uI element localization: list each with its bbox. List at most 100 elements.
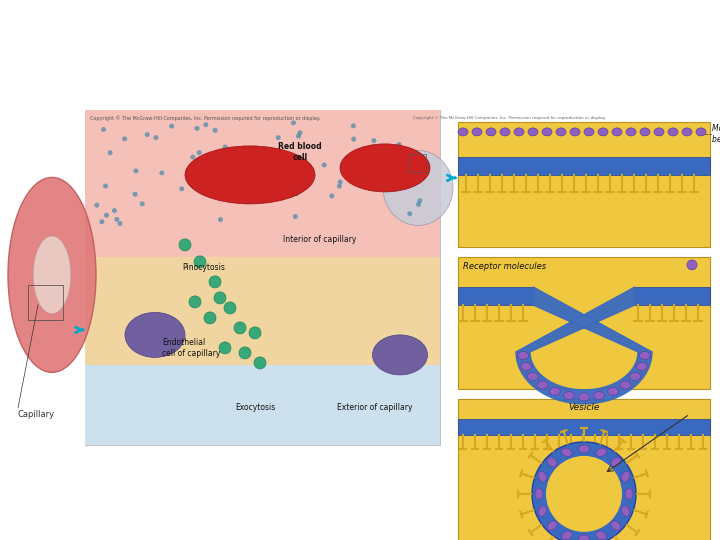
Text: Receptor-Mediated Endocytosis: Receptor-Mediated Endocytosis	[13, 61, 707, 99]
Circle shape	[351, 123, 356, 129]
Circle shape	[194, 172, 199, 177]
Text: Exocytosis: Exocytosis	[235, 403, 275, 413]
Ellipse shape	[340, 144, 430, 192]
Ellipse shape	[556, 128, 566, 136]
Ellipse shape	[562, 531, 572, 539]
Circle shape	[169, 124, 174, 129]
Circle shape	[296, 133, 301, 139]
Ellipse shape	[578, 535, 590, 540]
Circle shape	[297, 130, 302, 136]
Ellipse shape	[542, 128, 552, 136]
Circle shape	[204, 312, 216, 324]
Ellipse shape	[596, 448, 606, 457]
Circle shape	[218, 217, 223, 222]
Ellipse shape	[682, 128, 692, 136]
Ellipse shape	[535, 488, 543, 500]
Circle shape	[179, 186, 184, 191]
Circle shape	[117, 221, 122, 226]
Ellipse shape	[629, 373, 641, 381]
Circle shape	[237, 146, 242, 152]
Bar	[458, 399, 710, 540]
Ellipse shape	[500, 128, 510, 136]
Circle shape	[112, 208, 117, 213]
Circle shape	[104, 213, 109, 218]
Text: Receptor molecules: Receptor molecules	[463, 262, 546, 271]
Circle shape	[197, 171, 202, 176]
Circle shape	[347, 176, 352, 180]
Ellipse shape	[570, 128, 580, 136]
Ellipse shape	[596, 531, 606, 539]
Circle shape	[224, 302, 236, 314]
Circle shape	[234, 322, 246, 334]
Circle shape	[214, 292, 226, 304]
Ellipse shape	[593, 392, 605, 400]
Circle shape	[239, 347, 251, 359]
Ellipse shape	[372, 335, 428, 375]
Bar	[85, 110, 440, 445]
Circle shape	[408, 211, 413, 216]
Circle shape	[209, 276, 221, 288]
Ellipse shape	[549, 388, 560, 395]
Circle shape	[190, 154, 195, 160]
Bar	[458, 257, 710, 389]
Ellipse shape	[578, 393, 590, 401]
Text: Copyright © The McGraw-Hill Companies, Inc. Permission required for reproduction: Copyright © The McGraw-Hill Companies, I…	[413, 116, 606, 120]
Ellipse shape	[458, 128, 468, 136]
Polygon shape	[516, 287, 652, 404]
Circle shape	[329, 193, 334, 198]
Ellipse shape	[668, 128, 678, 136]
Ellipse shape	[578, 445, 590, 453]
Ellipse shape	[564, 392, 575, 400]
Bar	[458, 157, 710, 175]
Ellipse shape	[639, 352, 650, 360]
Ellipse shape	[547, 457, 557, 467]
Circle shape	[222, 144, 228, 150]
Ellipse shape	[640, 128, 650, 136]
Bar	[85, 351, 440, 445]
Circle shape	[219, 342, 231, 354]
Ellipse shape	[620, 381, 631, 389]
Ellipse shape	[611, 457, 621, 467]
Ellipse shape	[612, 128, 622, 136]
Circle shape	[99, 219, 104, 224]
Circle shape	[382, 182, 387, 187]
Ellipse shape	[621, 471, 630, 482]
Circle shape	[249, 327, 261, 339]
Circle shape	[276, 135, 281, 140]
Circle shape	[194, 126, 199, 131]
Circle shape	[418, 198, 423, 204]
Ellipse shape	[472, 128, 482, 136]
Circle shape	[254, 357, 266, 369]
Circle shape	[153, 135, 158, 140]
Ellipse shape	[8, 178, 96, 373]
Circle shape	[532, 442, 636, 540]
Ellipse shape	[636, 362, 647, 370]
Text: Copyright © The McGraw-Hill Companies, Inc. Permission required for reproduction: Copyright © The McGraw-Hill Companies, I…	[90, 115, 320, 121]
Text: Pinocytosis: Pinocytosis	[182, 264, 225, 272]
Text: Endothelial
cell of capillary: Endothelial cell of capillary	[162, 338, 220, 357]
Circle shape	[203, 122, 208, 127]
Circle shape	[103, 184, 108, 188]
Ellipse shape	[125, 313, 185, 357]
Circle shape	[337, 184, 342, 188]
Ellipse shape	[598, 128, 608, 136]
Ellipse shape	[625, 488, 633, 500]
Circle shape	[122, 137, 127, 141]
Text: Red blood
cell: Red blood cell	[278, 142, 322, 161]
Bar	[28, 285, 63, 320]
Circle shape	[416, 202, 421, 207]
Circle shape	[145, 132, 150, 137]
Circle shape	[197, 150, 202, 155]
Ellipse shape	[626, 128, 636, 136]
Ellipse shape	[562, 448, 572, 457]
Circle shape	[159, 171, 164, 176]
Circle shape	[390, 166, 395, 171]
Circle shape	[370, 153, 375, 159]
Text: Interior of capillary: Interior of capillary	[283, 235, 356, 245]
Bar	[458, 122, 710, 247]
Ellipse shape	[518, 352, 528, 360]
Bar	[85, 257, 440, 364]
Ellipse shape	[527, 373, 539, 381]
Ellipse shape	[547, 521, 557, 530]
Bar	[408, 154, 426, 172]
